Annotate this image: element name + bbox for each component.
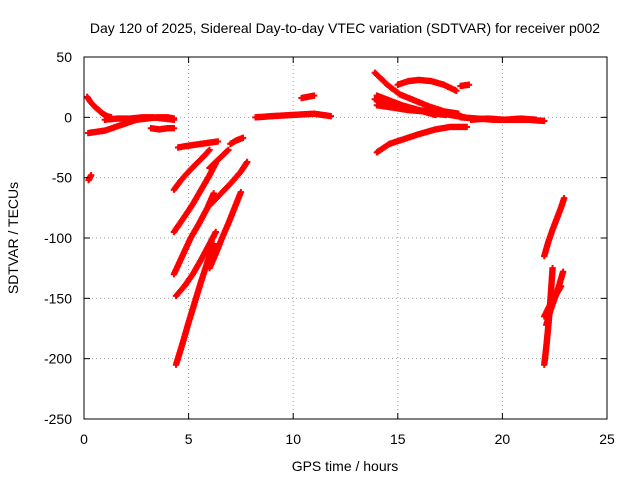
axis-ticks: 0 5 10 15 20 25 -250 -200 -150 -100 -50 0 50 — [44, 49, 615, 447]
data-point-marker — [442, 111, 450, 119]
series-arc-21 — [394, 76, 460, 94]
chart-title: Day 120 of 2025, Sidereal Day-to-day VTE… — [90, 20, 600, 36]
data-point-marker — [170, 124, 178, 132]
data-point-marker — [206, 146, 213, 154]
x-tick-label: 20 — [495, 431, 511, 447]
data-point-marker — [237, 188, 245, 196]
y-tick-label: -150 — [44, 290, 72, 306]
data-point-marker — [327, 112, 335, 120]
series-arc-26 — [467, 115, 540, 123]
y-tick-label: -50 — [52, 170, 72, 186]
y-tick-label: -200 — [44, 351, 72, 367]
y-tick-label: 0 — [64, 109, 72, 125]
y-tick-label: 50 — [56, 49, 72, 65]
data-point-marker — [557, 283, 565, 290]
data-point-marker — [87, 172, 95, 179]
series-arc-10 — [172, 228, 219, 300]
data-point-marker — [170, 116, 178, 123]
data-point-marker — [541, 117, 548, 125]
series-arc-04 — [147, 124, 178, 133]
series-arc-23 — [373, 92, 439, 119]
x-tick-label: 15 — [390, 431, 406, 447]
data-point-marker — [465, 81, 473, 88]
series-arc-22 — [373, 123, 471, 156]
data-point-marker — [243, 158, 251, 166]
x-axis-label: GPS time / hours — [292, 458, 399, 474]
series-arc-05 — [85, 172, 95, 184]
series-arc-30 — [541, 283, 565, 320]
data-point-marker — [239, 134, 247, 142]
data-point-marker — [432, 111, 439, 119]
y-axis-label: SDTVAR / TECUs — [5, 182, 21, 294]
series-arc-07 — [174, 138, 222, 151]
series-arc-06 — [170, 146, 213, 193]
series-arc-27 — [541, 194, 568, 260]
series-arc-24 — [457, 81, 473, 90]
series-arc-03 — [101, 114, 178, 123]
data-point-marker — [463, 123, 471, 131]
y-tick-label: -250 — [44, 411, 72, 427]
series-arc-12 — [206, 188, 245, 272]
data-point-marker — [560, 194, 568, 202]
data-point-marker — [310, 92, 318, 99]
x-tick-label: 0 — [80, 431, 88, 447]
series-arc-16 — [252, 110, 335, 121]
data-points — [83, 69, 568, 368]
data-point-marker — [212, 228, 219, 236]
data-point-marker — [532, 116, 540, 123]
x-tick-label: 25 — [599, 431, 615, 447]
series-arc-15 — [227, 134, 247, 148]
x-tick-label: 5 — [185, 431, 193, 447]
data-point-marker — [210, 240, 217, 248]
data-point-marker — [225, 146, 232, 154]
data-point-marker — [549, 264, 556, 272]
x-tick-label: 10 — [285, 431, 301, 447]
data-point-marker — [453, 87, 460, 94]
data-point-marker — [210, 190, 217, 197]
y-tick-label: -100 — [44, 230, 72, 246]
series-arc-09 — [170, 190, 217, 278]
data-point-marker — [224, 147, 231, 155]
series-arc-14 — [206, 146, 232, 172]
series-arc-17 — [298, 92, 318, 102]
series-arc-13 — [206, 158, 251, 209]
data-point-marker — [559, 268, 567, 275]
data-point-marker — [214, 138, 222, 145]
